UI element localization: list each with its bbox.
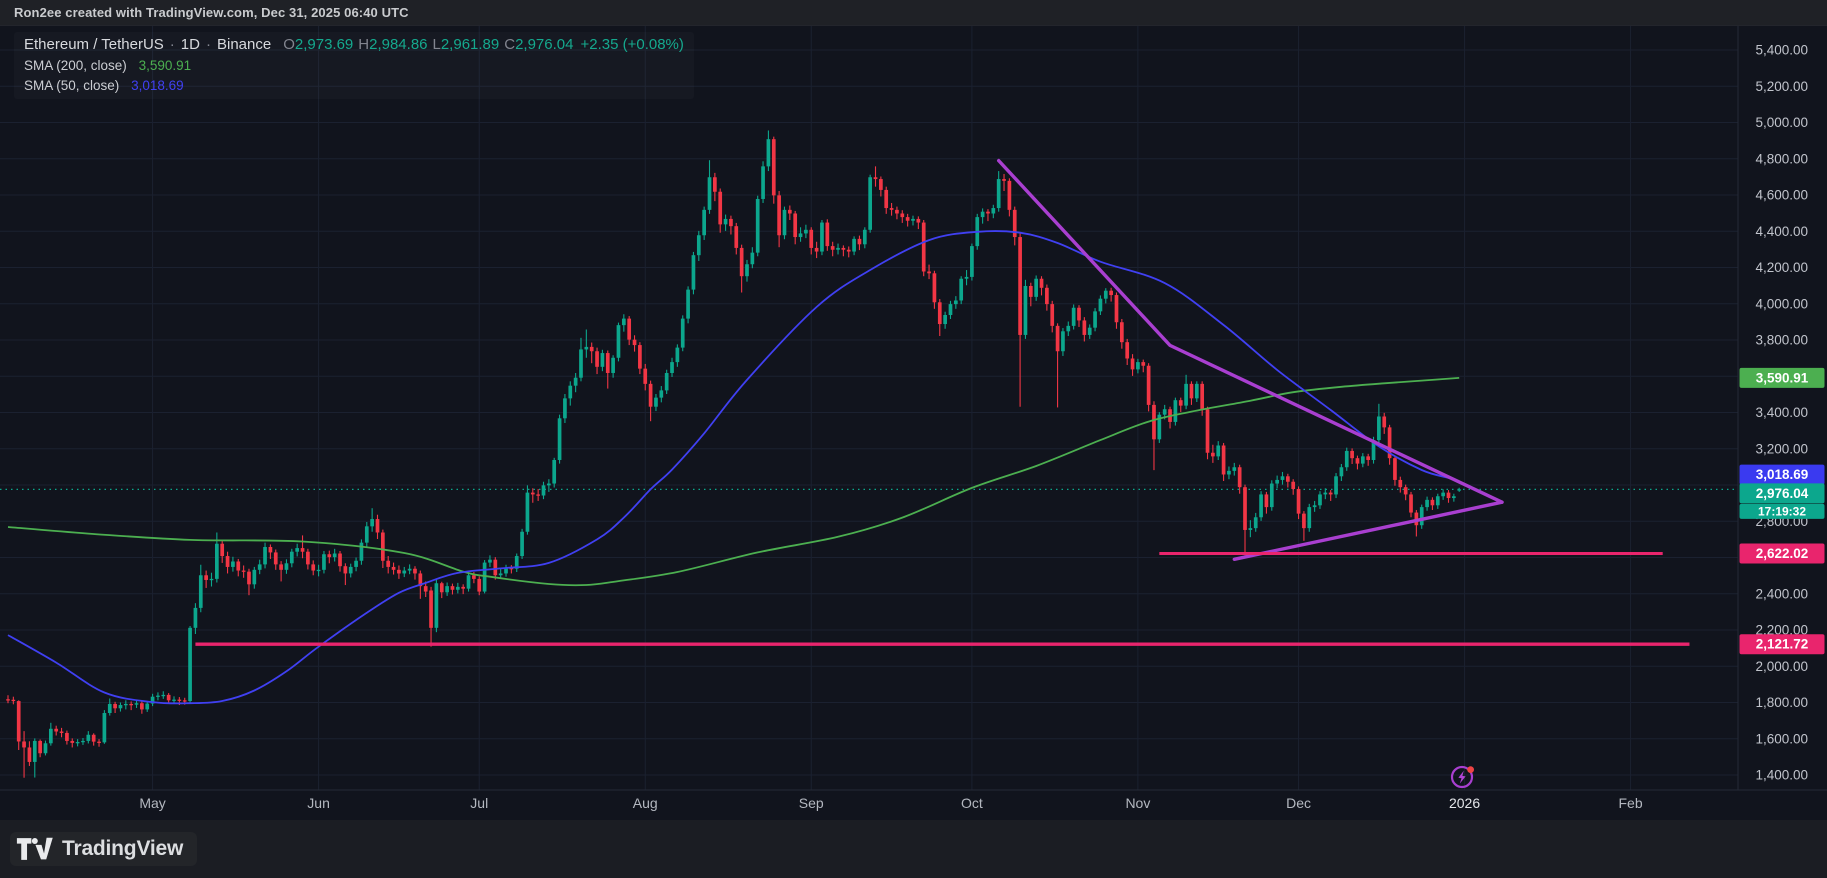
svg-text:5,000.00: 5,000.00: [1755, 115, 1808, 130]
svg-text:4,000.00: 4,000.00: [1755, 296, 1808, 311]
svg-text:Sep: Sep: [799, 795, 824, 811]
svg-text:Jun: Jun: [307, 795, 330, 811]
svg-text:2,200.00: 2,200.00: [1755, 623, 1808, 638]
svg-text:4,600.00: 4,600.00: [1755, 188, 1808, 203]
tradingview-logo-text: TradingView: [62, 837, 184, 860]
ohlc-values: O2,973.69 H2,984.86 L2,961.89 C2,976.04 +2.3…: [283, 36, 684, 53]
svg-text:1,600.00: 1,600.00: [1755, 731, 1808, 746]
svg-text:Nov: Nov: [1125, 795, 1150, 811]
svg-text:4,800.00: 4,800.00: [1755, 151, 1808, 166]
svg-text:5,200.00: 5,200.00: [1755, 79, 1808, 94]
legend-separator: ·: [205, 36, 211, 53]
svg-text:Aug: Aug: [633, 795, 658, 811]
sma50-legend-row[interactable]: SMA (50, close) 3,018.69: [24, 78, 684, 93]
change-value: +2.35 (+0.08%): [580, 36, 684, 53]
svg-text:Dec: Dec: [1286, 795, 1311, 811]
svg-text:4,200.00: 4,200.00: [1755, 260, 1808, 275]
sma200-value: 3,590.91: [138, 58, 192, 73]
symbol-row[interactable]: Ethereum / TetherUS · 1D · Binance O2,97…: [24, 36, 684, 53]
close-value: 2,976.04: [515, 36, 574, 53]
svg-text:2026: 2026: [1449, 795, 1480, 811]
svg-text:2,976.04: 2,976.04: [1756, 486, 1809, 501]
svg-text:1,800.00: 1,800.00: [1755, 695, 1808, 710]
svg-text:5,400.00: 5,400.00: [1755, 43, 1808, 58]
tradingview-logo[interactable]: TradingView: [10, 832, 198, 866]
sma200-legend-row[interactable]: SMA (200, close) 3,590.91: [24, 58, 684, 73]
exchange-label[interactable]: Binance: [216, 36, 272, 53]
svg-text:Oct: Oct: [961, 795, 983, 811]
svg-text:4,400.00: 4,400.00: [1755, 224, 1808, 239]
price-axis[interactable]: [1738, 25, 1827, 790]
lightning-event-icon[interactable]: [1447, 762, 1479, 794]
symbol-title[interactable]: Ethereum / TetherUS: [24, 36, 164, 53]
svg-text:1,400.00: 1,400.00: [1755, 768, 1808, 783]
svg-text:2,622.02: 2,622.02: [1756, 546, 1809, 561]
legend-separator: ·: [169, 36, 175, 53]
attribution-bar: Ron2ee created with TradingView.com, Dec…: [0, 0, 1827, 26]
time-axis[interactable]: [0, 790, 1738, 818]
tradingview-logo-mark: [16, 837, 53, 860]
footer-bar: TradingView: [0, 820, 1827, 878]
svg-text:3,400.00: 3,400.00: [1755, 405, 1808, 420]
legend: Ethereum / TetherUS · 1D · Binance O2,97…: [14, 32, 694, 99]
svg-text:2,400.00: 2,400.00: [1755, 586, 1808, 601]
svg-text:May: May: [139, 795, 165, 811]
timeframe-label[interactable]: 1D: [180, 36, 200, 53]
open-value: 2,973.69: [294, 36, 354, 53]
sma50-label: SMA (50, close): [24, 78, 120, 93]
sma50-value: 3,018.69: [131, 78, 184, 93]
high-value: 2,984.86: [369, 36, 428, 53]
sma200-label: SMA (200, close): [24, 58, 127, 73]
svg-text:3,800.00: 3,800.00: [1755, 333, 1808, 348]
svg-text:Jul: Jul: [470, 795, 488, 811]
svg-text:2,121.72: 2,121.72: [1756, 637, 1809, 652]
svg-text:3,200.00: 3,200.00: [1755, 441, 1808, 456]
svg-text:Feb: Feb: [1619, 795, 1643, 811]
low-value: 2,961.89: [440, 36, 500, 53]
attribution-text: Ron2ee created with TradingView.com, Dec…: [14, 5, 409, 20]
svg-text:2,000.00: 2,000.00: [1755, 659, 1808, 674]
svg-text:3,018.69: 3,018.69: [1756, 467, 1809, 482]
svg-text:3,590.91: 3,590.91: [1756, 370, 1809, 385]
svg-text:17:19:32: 17:19:32: [1758, 504, 1806, 518]
